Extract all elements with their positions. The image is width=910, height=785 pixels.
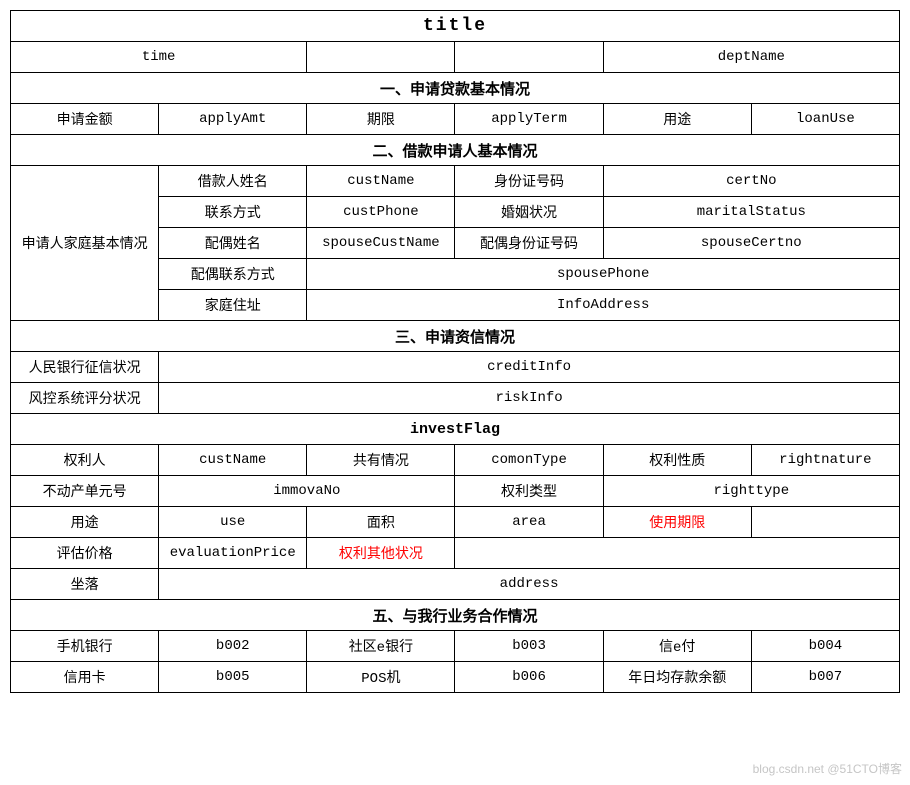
label-use: 用途 [603, 104, 751, 135]
value-right-type: righttype [603, 476, 899, 507]
value-b005: b005 [159, 662, 307, 693]
label-location: 坐落 [11, 569, 159, 600]
label-right-type: 权利类型 [455, 476, 603, 507]
label-area: 面积 [307, 507, 455, 538]
value-b004: b004 [751, 631, 899, 662]
value-other [455, 538, 900, 569]
value-address4: address [159, 569, 900, 600]
value-price: evaluationPrice [159, 538, 307, 569]
value-cert-no: certNo [603, 166, 899, 197]
value-right-nature: rightnature [751, 445, 899, 476]
label-limit: 使用期限 [603, 507, 751, 538]
value-info-address: InfoAddress [307, 290, 900, 321]
label-price: 评估价格 [11, 538, 159, 569]
label-epay: 信e付 [603, 631, 751, 662]
meta-blank-1 [307, 42, 455, 73]
value-risk-info: riskInfo [159, 383, 900, 414]
meta-blank-2 [455, 42, 603, 73]
label-apply-amt: 申请金额 [11, 104, 159, 135]
value-apply-amt: applyAmt [159, 104, 307, 135]
label-address: 家庭住址 [159, 290, 307, 321]
label-mobile-bank: 手机银行 [11, 631, 159, 662]
value-comon-type: comonType [455, 445, 603, 476]
value-cust-name: custName [307, 166, 455, 197]
value-spouse-phone: spousePhone [307, 259, 900, 290]
label-common: 共有情况 [307, 445, 455, 476]
value-immova-no: immovaNo [159, 476, 455, 507]
section3-header: 三、申请资信情况 [11, 321, 900, 352]
label-family-info: 申请人家庭基本情况 [11, 166, 159, 321]
label-credit: 人民银行征信状况 [11, 352, 159, 383]
label-spouse-name: 配偶姓名 [159, 228, 307, 259]
value-spouse-cert: spouseCertno [603, 228, 899, 259]
value-b007: b007 [751, 662, 899, 693]
label-spouse-cert: 配偶身份证号码 [455, 228, 603, 259]
label-pos: POS机 [307, 662, 455, 693]
label-phone: 联系方式 [159, 197, 307, 228]
label-unit-no: 不动产单元号 [11, 476, 159, 507]
value-marital: maritalStatus [603, 197, 899, 228]
value-credit-info: creditInfo [159, 352, 900, 383]
meta-dept: deptName [603, 42, 899, 73]
label-avg-deposit: 年日均存款余额 [603, 662, 751, 693]
loan-form-table: title time deptName 一、申请贷款基本情况 申请金额 appl… [10, 10, 900, 693]
value-use4: use [159, 507, 307, 538]
section4-header: investFlag [11, 414, 900, 445]
label-cust-name: 借款人姓名 [159, 166, 307, 197]
meta-time: time [11, 42, 307, 73]
value-spouse-name: spouseCustName [307, 228, 455, 259]
label-other: 权利其他状况 [307, 538, 455, 569]
value-loan-use: loanUse [751, 104, 899, 135]
section5-header: 五、与我行业务合作情况 [11, 600, 900, 631]
form-title: title [11, 11, 900, 42]
section2-header: 二、借款申请人基本情况 [11, 135, 900, 166]
label-right-nature: 权利性质 [603, 445, 751, 476]
watermark-text: blog.csdn.net @51CTO博客 [753, 760, 902, 777]
label-credit-card: 信用卡 [11, 662, 159, 693]
value-b002: b002 [159, 631, 307, 662]
label-community: 社区e银行 [307, 631, 455, 662]
section1-header: 一、申请贷款基本情况 [11, 73, 900, 104]
value-b006: b006 [455, 662, 603, 693]
label-term: 期限 [307, 104, 455, 135]
label-use4: 用途 [11, 507, 159, 538]
value-right-person: custName [159, 445, 307, 476]
value-area: area [455, 507, 603, 538]
value-b003: b003 [455, 631, 603, 662]
label-spouse-phone: 配偶联系方式 [159, 259, 307, 290]
label-cert-no: 身份证号码 [455, 166, 603, 197]
value-apply-term: applyTerm [455, 104, 603, 135]
label-risk: 风控系统评分状况 [11, 383, 159, 414]
value-cust-phone: custPhone [307, 197, 455, 228]
label-marital: 婚姻状况 [455, 197, 603, 228]
value-limit [751, 507, 899, 538]
label-right-person: 权利人 [11, 445, 159, 476]
